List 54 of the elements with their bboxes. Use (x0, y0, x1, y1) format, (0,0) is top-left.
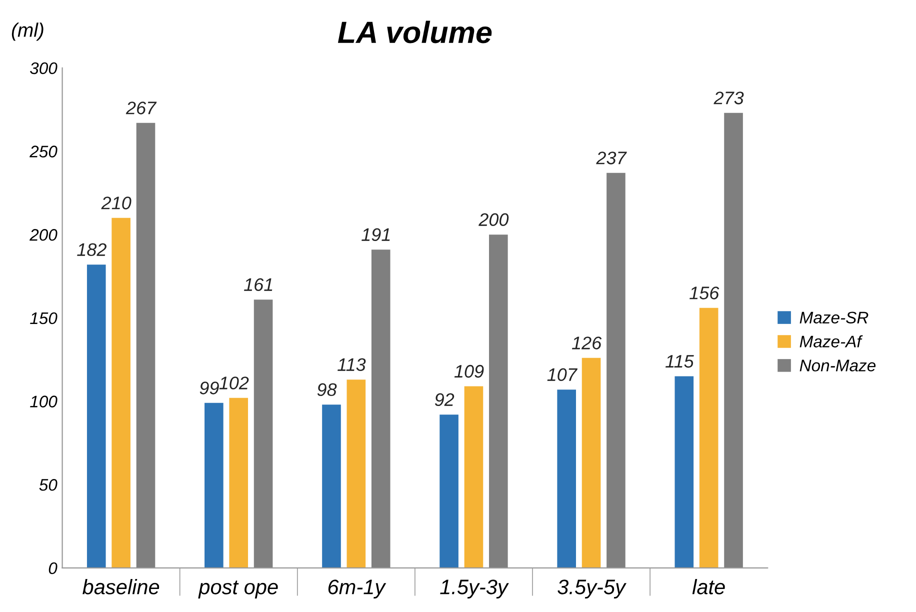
y-tick-label: 200 (30, 229, 58, 241)
data-label: 156 (690, 286, 720, 300)
bar (606, 172, 626, 568)
data-label: 126 (572, 336, 602, 350)
x-tick-label: 6m-1y (328, 580, 386, 598)
data-label: 109 (454, 364, 484, 378)
x-tick-label: post ope (198, 580, 278, 598)
bar (254, 300, 273, 568)
x-tick-label: 1.5y-3y (440, 580, 509, 598)
x-tick-label: baseline (82, 579, 160, 594)
bar (699, 308, 718, 568)
data-label: 99 (200, 382, 219, 394)
y-tick-label: 0 (48, 562, 58, 574)
data-label: 115 (666, 355, 694, 368)
data-label: 113 (338, 358, 366, 372)
x-tick-label: 3.5y-5y (558, 580, 626, 598)
legend-label: Maze-Af (800, 335, 863, 348)
legend-label: Maze-SR (800, 312, 868, 324)
bar (204, 402, 224, 568)
y-axis-title: (ml) (12, 22, 44, 41)
data-label: 237 (596, 152, 627, 164)
bar (489, 234, 508, 568)
y-tick-label: 50 (39, 479, 58, 491)
bar (674, 376, 694, 568)
data-label: 98 (317, 383, 337, 396)
data-label: 273 (714, 92, 744, 104)
y-tick-label: 150 (30, 312, 58, 324)
bar (322, 404, 341, 568)
data-label: 210 (101, 196, 132, 210)
y-tick-label: 250 (30, 146, 58, 158)
data-label: 92 (434, 393, 454, 406)
bar (582, 358, 601, 568)
y-tick-label: 100 (30, 396, 58, 408)
bar (112, 218, 130, 568)
bar (229, 398, 248, 568)
bar (346, 380, 366, 568)
data-label: 191 (362, 228, 390, 242)
data-label: 161 (244, 278, 272, 292)
bar (440, 414, 458, 568)
data-label: 102 (219, 376, 249, 390)
bar (136, 122, 156, 568)
y-tick-label: 300 (30, 62, 58, 74)
data-label: 267 (126, 102, 157, 114)
data-label: 200 (478, 213, 509, 226)
data-label: 182 (77, 243, 106, 256)
bar (86, 264, 106, 568)
chart-title: LA volume (338, 20, 492, 44)
bar (464, 386, 484, 568)
bar (557, 390, 576, 568)
x-tick-label: late (692, 579, 725, 594)
data-label: 107 (547, 368, 578, 382)
bar (724, 112, 743, 568)
legend-label: Non-Maze (800, 360, 876, 372)
bar (371, 250, 390, 568)
